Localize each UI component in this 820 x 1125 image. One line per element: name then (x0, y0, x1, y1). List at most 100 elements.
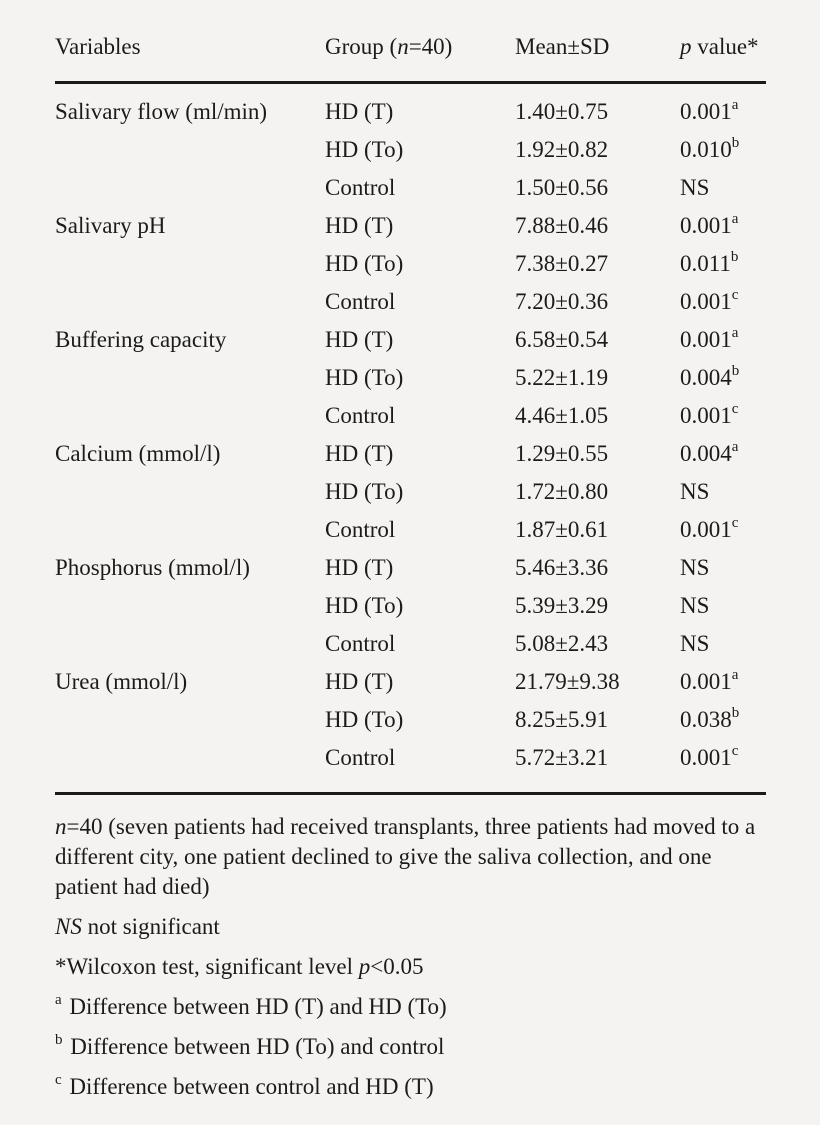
significance-superscript: b (731, 135, 740, 152)
group-cell: HD (T) (325, 669, 394, 694)
group-cell: Control (325, 745, 396, 770)
group-cell: HD (T) (325, 441, 394, 466)
group-cell: HD (T) (325, 99, 394, 124)
p-value-text: NS (680, 479, 710, 504)
p-value-text: 0.001 (680, 213, 732, 238)
text-segment: n (55, 814, 67, 839)
significance-superscript: c (731, 515, 739, 532)
table-row: Buffering capacity HD (T) 6.58±0.54 0.001a (55, 321, 766, 359)
p-value-cell: 0.001c (680, 397, 766, 435)
column-header-mean-sd: Mean±SD (515, 32, 680, 62)
p-value-cell: NS (680, 587, 766, 625)
text-segment: Variables (55, 34, 141, 59)
p-value-text: 0.004 (680, 441, 732, 466)
p-value-text: NS (680, 593, 710, 618)
p-value-text: NS (680, 175, 710, 200)
p-value-text: 0.011 (680, 251, 731, 276)
text-segment: not significant (81, 914, 220, 939)
p-value-cell: 0.001a (680, 207, 766, 245)
text-segment: Difference between control and HD (T) (63, 1074, 434, 1099)
mean-sd-cell: 1.29±0.55 (515, 441, 609, 466)
table-row: Control 1.50±0.56 NS (55, 169, 766, 207)
p-value-cell: NS (680, 169, 766, 207)
p-value-text: NS (680, 555, 710, 580)
p-value-text: 0.010 (680, 137, 732, 162)
p-value-cell: 0.011b (680, 245, 766, 283)
table-row: HD (To) 5.39±3.29 NS (55, 587, 766, 625)
variable-cell: Calcium (mmol/l) (55, 441, 221, 466)
p-value-cell: 0.001c (680, 739, 766, 777)
variable-cell: Salivary flow (ml/min) (55, 99, 268, 124)
text-segment: =40 (seven patients had received transpl… (55, 814, 756, 899)
text-segment: p (680, 34, 692, 59)
p-value-cell: NS (680, 473, 766, 511)
p-value-text: 0.001 (680, 327, 732, 352)
table-row: Control 4.46±1.05 0.001c (55, 397, 766, 435)
mean-sd-cell: 7.38±0.27 (515, 251, 609, 276)
mean-sd-cell: 1.72±0.80 (515, 479, 609, 504)
group-cell: HD (To) (325, 707, 404, 732)
p-value-cell: 0.010b (680, 131, 766, 169)
table-row: Urea (mmol/l) HD (T) 21.79±9.38 0.001a (55, 663, 766, 701)
group-cell: Control (325, 175, 396, 200)
mean-sd-cell: 6.58±0.54 (515, 327, 609, 352)
significance-superscript: b (731, 363, 740, 380)
table-footnotes: n=40 (seven patients had received transp… (55, 795, 766, 1102)
results-table: Variables Group (n=40) Mean±SD p value* Sal… (55, 0, 766, 795)
table-row: Salivary flow (ml/min) HD (T) 1.40±0.75 0.0… (55, 93, 766, 131)
significance-superscript: a (731, 97, 739, 114)
significance-superscript: c (731, 287, 739, 304)
text-segment: *Wilcoxon test, significant level (55, 954, 359, 979)
mean-sd-cell: 7.20±0.36 (515, 289, 609, 314)
p-value-cell: 0.001c (680, 283, 766, 321)
p-value-text: 0.038 (680, 707, 732, 732)
mean-sd-cell: 4.46±1.05 (515, 403, 609, 428)
text-segment: =40) (408, 34, 453, 59)
bottom-rule (55, 792, 766, 795)
header-rule (55, 81, 766, 84)
p-value-text: 0.001 (680, 99, 732, 124)
mean-sd-cell: 5.22±1.19 (515, 365, 609, 390)
mean-sd-cell: 21.79±9.38 (515, 669, 620, 694)
significance-superscript: b (730, 249, 739, 266)
text-segment: p (358, 954, 371, 979)
footnote-c: c Difference between control and HD (T) (55, 1072, 766, 1102)
table-row: Salivary pH HD (T) 7.88±0.46 0.001a (55, 207, 766, 245)
text-segment: n (397, 34, 409, 59)
p-value-cell: NS (680, 549, 766, 587)
table-row: Control 1.87±0.61 0.001c (55, 511, 766, 549)
significance-superscript: a (731, 439, 739, 456)
p-value-cell: 0.001a (680, 93, 766, 131)
column-header-group: Group (n=40) (325, 32, 515, 62)
footnote-b: b Difference between HD (To) and control (55, 1032, 766, 1062)
significance-superscript: a (731, 325, 739, 342)
p-value-cell: 0.004a (680, 435, 766, 473)
table-row: Phosphorus (mmol/l) HD (T) 5.46±3.36 NS (55, 549, 766, 587)
column-header-variables: Variables (55, 32, 325, 62)
p-value-text: 0.001 (680, 403, 732, 428)
footnote-ns: NS not significant (55, 912, 766, 942)
table-header-row: Variables Group (n=40) Mean±SD p value* (55, 32, 766, 62)
group-cell: HD (T) (325, 213, 394, 238)
text-segment: Mean±SD (515, 34, 610, 59)
variable-cell: Buffering capacity (55, 327, 227, 352)
p-value-text: 0.001 (680, 289, 732, 314)
table-row: Control 7.20±0.36 0.001c (55, 283, 766, 321)
p-value-cell: 0.001a (680, 321, 766, 359)
column-header-p-value: p value* (680, 32, 766, 62)
table-row: HD (To) 1.72±0.80 NS (55, 473, 766, 511)
table-row: HD (To) 1.92±0.82 0.010b (55, 131, 766, 169)
p-value-cell: NS (680, 625, 766, 663)
mean-sd-cell: 1.92±0.82 (515, 137, 609, 162)
p-value-text: 0.004 (680, 365, 732, 390)
group-cell: Control (325, 631, 396, 656)
text-segment: Difference between HD (To) and control (64, 1034, 445, 1059)
group-cell: HD (To) (325, 365, 404, 390)
table-row: Control 5.72±3.21 0.001c (55, 739, 766, 777)
mean-sd-cell: 1.87±0.61 (515, 517, 609, 542)
table-body: Salivary flow (ml/min) HD (T) 1.40±0.75 0.0… (55, 84, 766, 777)
group-cell: HD (To) (325, 137, 404, 162)
p-value-cell: 0.038b (680, 701, 766, 739)
mean-sd-cell: 8.25±5.91 (515, 707, 609, 732)
group-cell: HD (To) (325, 593, 404, 618)
